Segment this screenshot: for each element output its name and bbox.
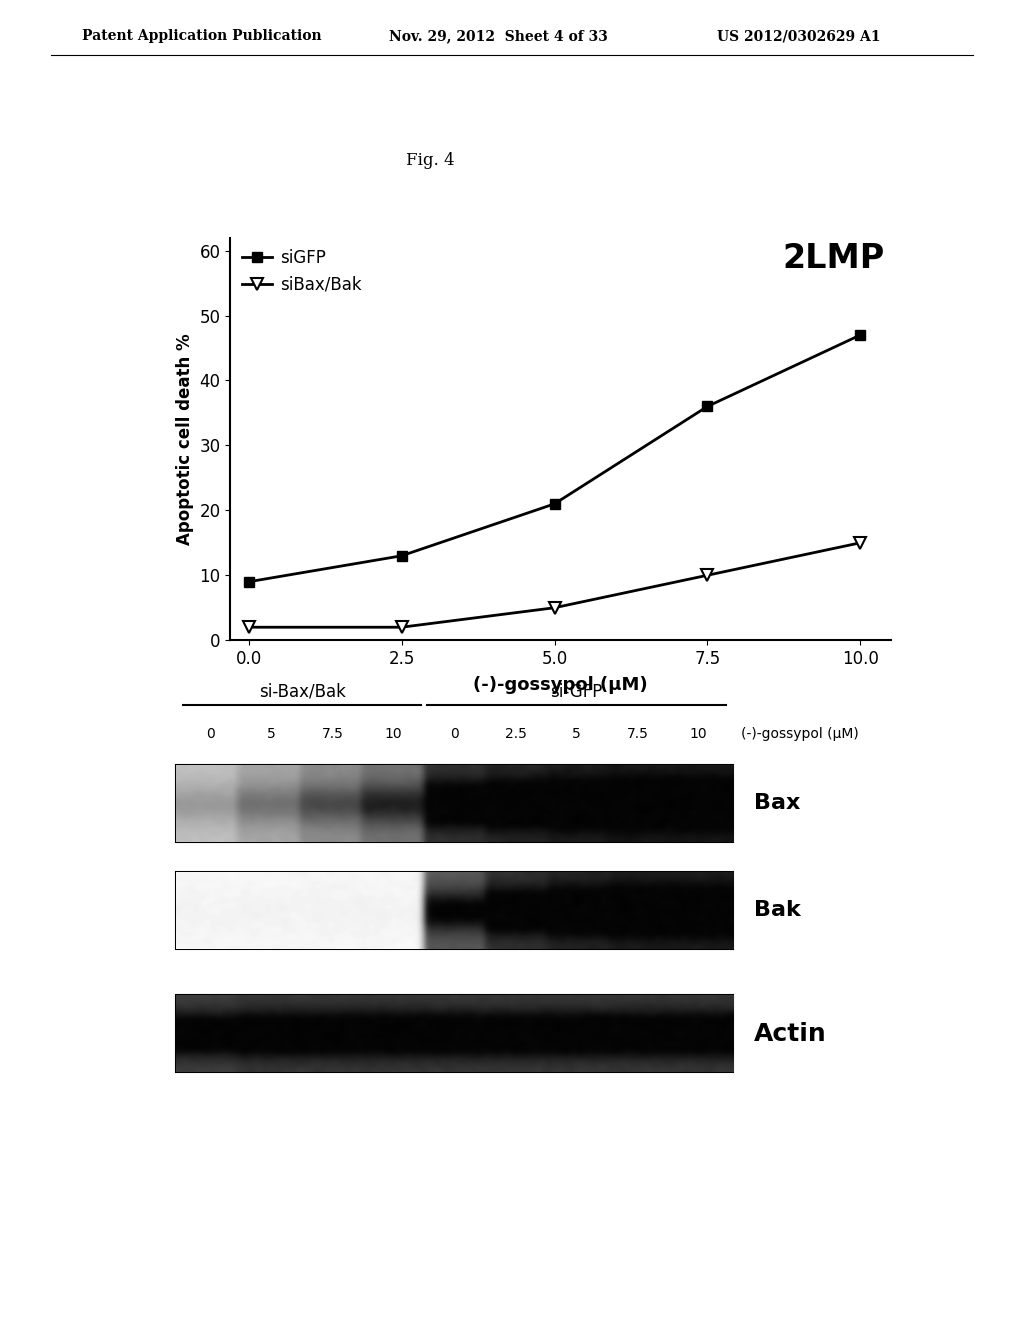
Text: Fig. 4: Fig. 4 xyxy=(406,152,455,169)
Bar xyxy=(176,766,733,842)
siBax/Bak xyxy=(243,619,255,635)
Bar xyxy=(176,873,733,949)
siBax/Bak xyxy=(395,619,408,635)
Text: Actin: Actin xyxy=(754,1022,826,1045)
Text: 10: 10 xyxy=(385,727,402,741)
Text: 0: 0 xyxy=(207,727,215,741)
Line: siGFP: siGFP xyxy=(244,330,865,586)
Y-axis label: Apoptotic cell death %: Apoptotic cell death % xyxy=(176,333,194,545)
Text: 2.5: 2.5 xyxy=(505,727,526,741)
Text: Patent Application Publication: Patent Application Publication xyxy=(82,29,322,44)
siBax/Bak xyxy=(701,568,714,583)
Text: Bak: Bak xyxy=(754,900,801,920)
siBax/Bak xyxy=(549,599,561,615)
siBax/Bak xyxy=(854,535,866,550)
Text: 7.5: 7.5 xyxy=(322,727,344,741)
Legend: siGFP, siBax/Bak: siGFP, siBax/Bak xyxy=(236,243,369,300)
Text: 10: 10 xyxy=(690,727,708,741)
siGFP xyxy=(701,399,714,414)
Text: 7.5: 7.5 xyxy=(627,727,648,741)
Text: Bax: Bax xyxy=(754,793,800,813)
Bar xyxy=(176,995,733,1072)
siGFP xyxy=(854,327,866,343)
Line: siBax/Bak: siBax/Bak xyxy=(243,536,866,634)
Text: si-GFP: si-GFP xyxy=(551,682,603,701)
Text: 0: 0 xyxy=(451,727,459,741)
Text: si-Bax/Bak: si-Bax/Bak xyxy=(259,682,346,701)
siGFP xyxy=(395,548,408,564)
Text: 2LMP: 2LMP xyxy=(782,242,885,275)
Text: Nov. 29, 2012  Sheet 4 of 33: Nov. 29, 2012 Sheet 4 of 33 xyxy=(389,29,608,44)
siGFP xyxy=(549,496,561,512)
siGFP xyxy=(243,574,255,590)
Text: (-)-gossypol (μM): (-)-gossypol (μM) xyxy=(741,727,859,741)
Text: 5: 5 xyxy=(572,727,581,741)
X-axis label: (-)-gossypol (μM): (-)-gossypol (μM) xyxy=(473,676,648,694)
Text: 5: 5 xyxy=(267,727,276,741)
Text: US 2012/0302629 A1: US 2012/0302629 A1 xyxy=(717,29,881,44)
